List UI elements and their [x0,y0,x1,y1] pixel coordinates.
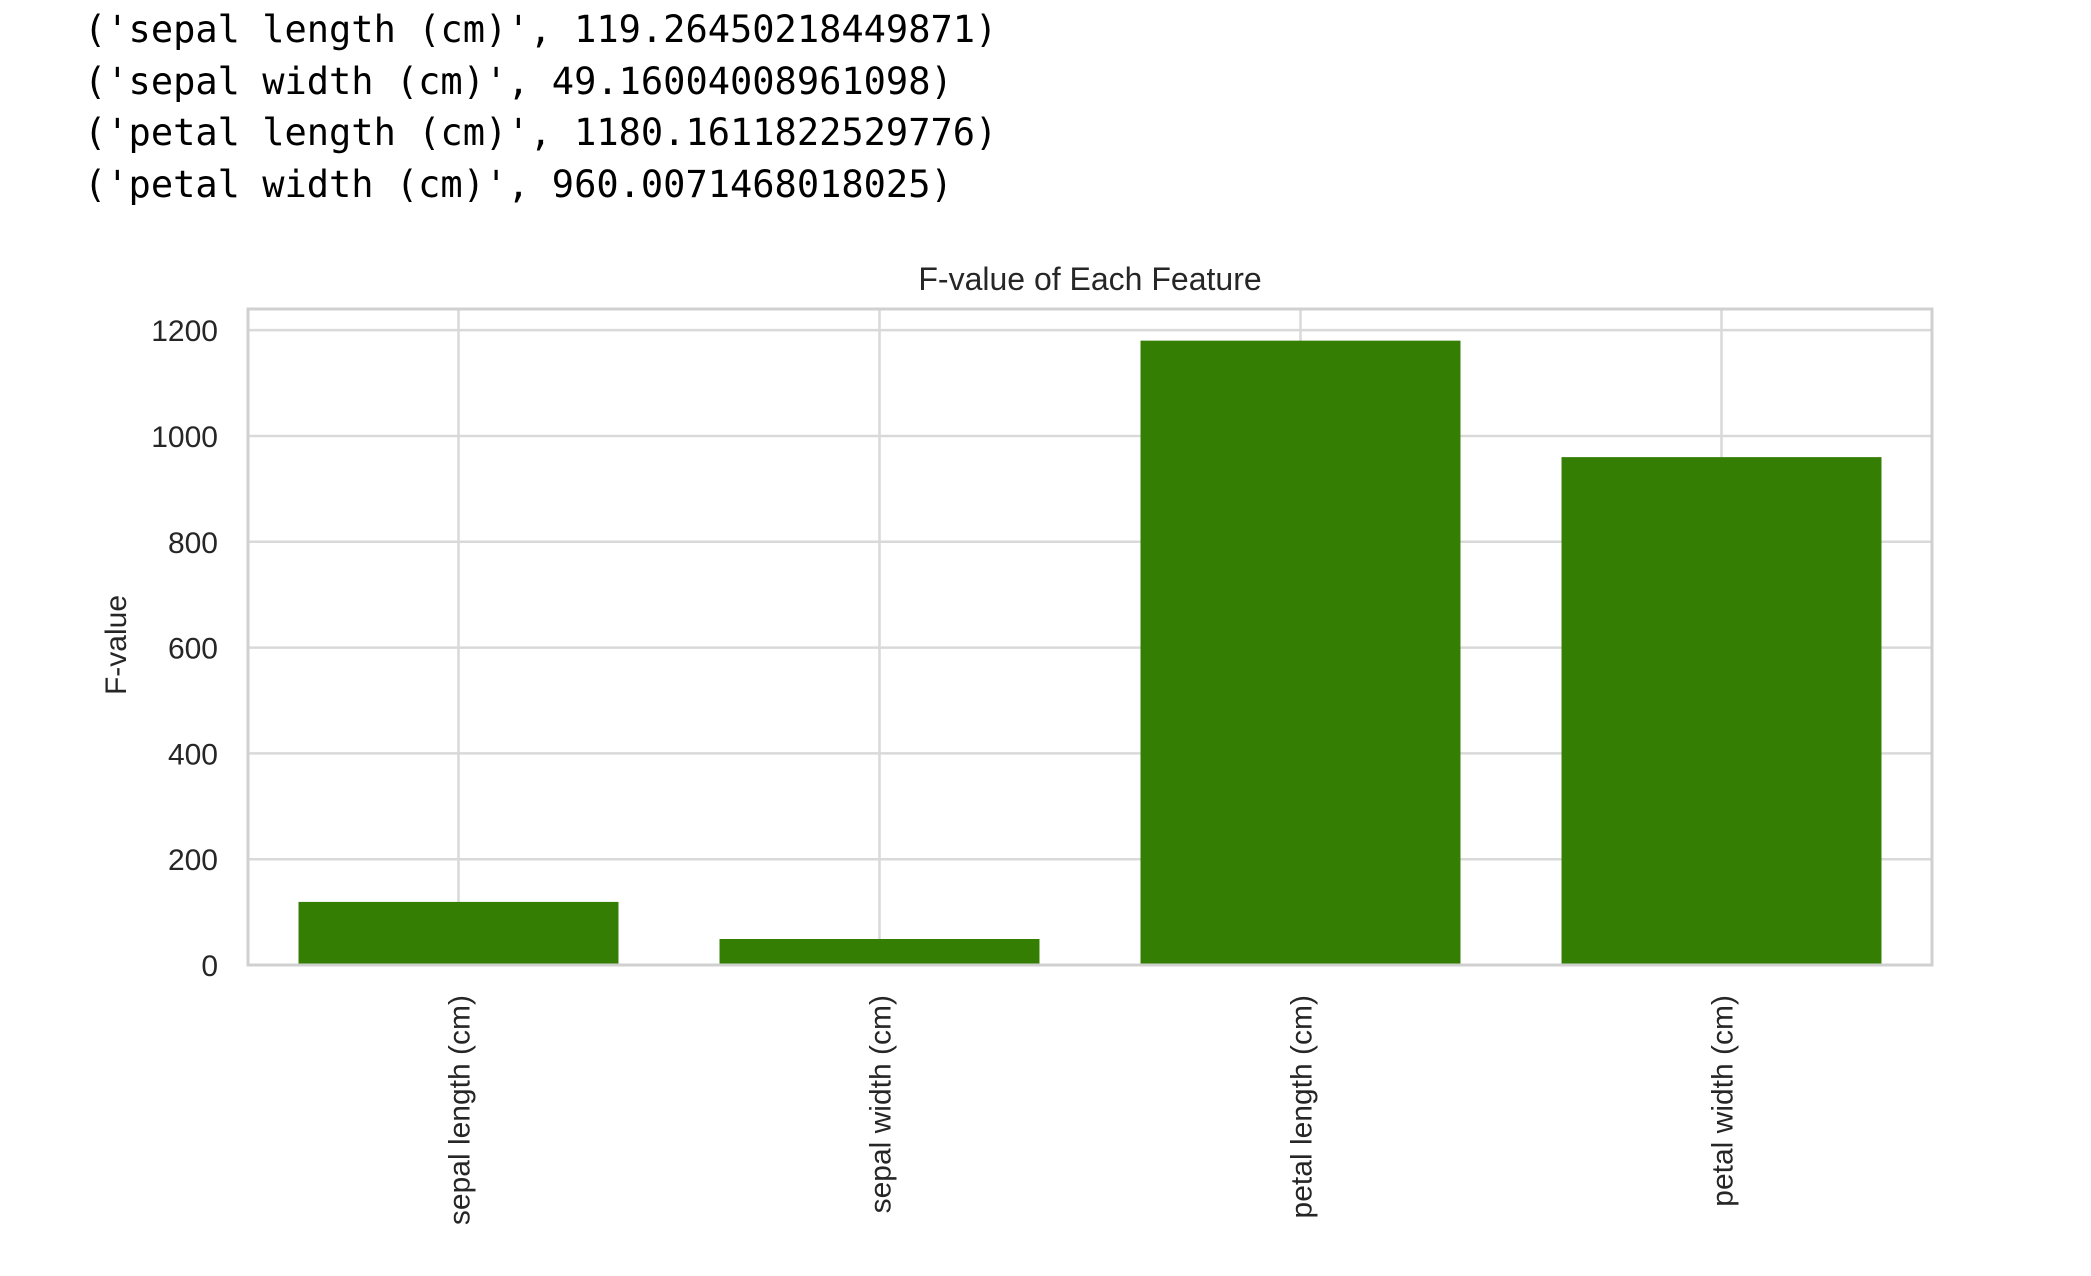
x-tick-label: petal length (cm) [1286,995,1319,1218]
bar [298,901,619,965]
y-tick-label: 0 [201,950,218,983]
output-line: ('petal width (cm)', 960.0071468018025) [84,162,953,206]
x-tick-label: sepal width (cm) [865,995,898,1213]
output-line: ('sepal length (cm)', 119.26450218449871… [84,8,998,51]
bar [1140,340,1461,965]
y-tick-label: 200 [168,844,218,877]
output-line: ('sepal width (cm)', 49.16004008961098) [84,59,953,103]
y-tick-label: 1200 [151,315,218,348]
y-tick-label: 600 [168,633,218,666]
y-tick-label: 1000 [151,421,218,454]
y-axis-label: F-value [100,595,133,695]
x-tick-label: sepal length (cm) [444,995,477,1225]
bar [719,938,1040,965]
printed-output: ('sepal length (cm)', 119.26450218449871… [84,4,997,210]
x-tick-label: petal width (cm) [1707,995,1740,1207]
plot-frame [246,307,1934,967]
chart-title: F-value of Each Feature [918,261,1261,297]
output-line: ('petal length (cm)', 1180.1611822529776… [84,111,998,154]
bar [1561,457,1882,965]
y-tick-label: 400 [168,738,218,771]
y-tick-label: 800 [168,527,218,560]
